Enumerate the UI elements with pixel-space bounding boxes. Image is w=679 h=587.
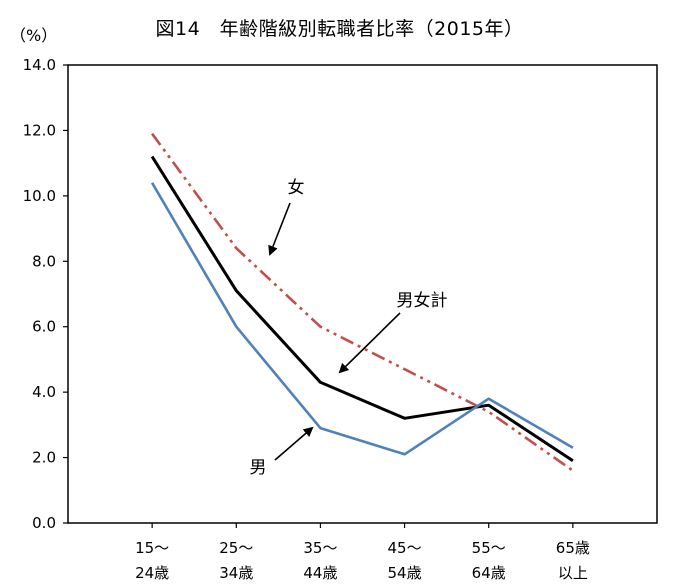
x-tick-label: 64歳 <box>472 564 506 582</box>
x-tick-label: 34歳 <box>219 564 253 582</box>
y-tick-label: 10.0 <box>23 187 56 205</box>
axes <box>67 64 658 524</box>
annotation-arrow <box>274 426 314 461</box>
x-tick-label: 以上 <box>558 564 588 582</box>
x-tick-label: 25～ <box>219 539 253 557</box>
x-tick-label: 15～ <box>135 539 169 557</box>
x-tick-label: 54歳 <box>388 564 422 582</box>
y-tick-label: 12.0 <box>23 121 56 139</box>
series-lines <box>150 132 574 472</box>
series-line-1 <box>151 132 574 472</box>
annotation-label: 女 <box>288 178 305 198</box>
y-tick-label: 4.0 <box>32 383 56 401</box>
x-tick-label: 35～ <box>303 539 337 557</box>
y-tick-label: 0.0 <box>32 514 56 532</box>
y-tick-label: 6.0 <box>32 318 56 336</box>
annotation-label: 男 <box>250 458 267 478</box>
x-tick-label: 65歳 <box>556 539 590 557</box>
y-tick-label: 8.0 <box>32 252 56 270</box>
series-line-2 <box>150 182 574 456</box>
annotation-arrow <box>338 312 401 374</box>
x-tick-label: 45～ <box>388 539 422 557</box>
x-tick-label: 24歳 <box>135 564 169 582</box>
annotation-arrow <box>268 202 291 256</box>
y-axis-ticks: 0.0 2.0 4.0 6.0 8.0 10.0 12.0 14.0 <box>23 56 68 532</box>
y-tick-label: 2.0 <box>32 449 56 467</box>
annotation-label: 男女計 <box>397 291 448 311</box>
series-line-0 <box>150 155 574 463</box>
x-tick-label: 44歳 <box>303 564 337 582</box>
y-tick-label: 14.0 <box>23 56 56 74</box>
y-axis-unit-label: （%） <box>10 26 58 45</box>
x-tick-label: 55～ <box>472 539 506 557</box>
plot-frame <box>67 64 658 524</box>
chart-title: 図14 年齢階級別転職者比率（2015年） <box>155 18 524 40</box>
